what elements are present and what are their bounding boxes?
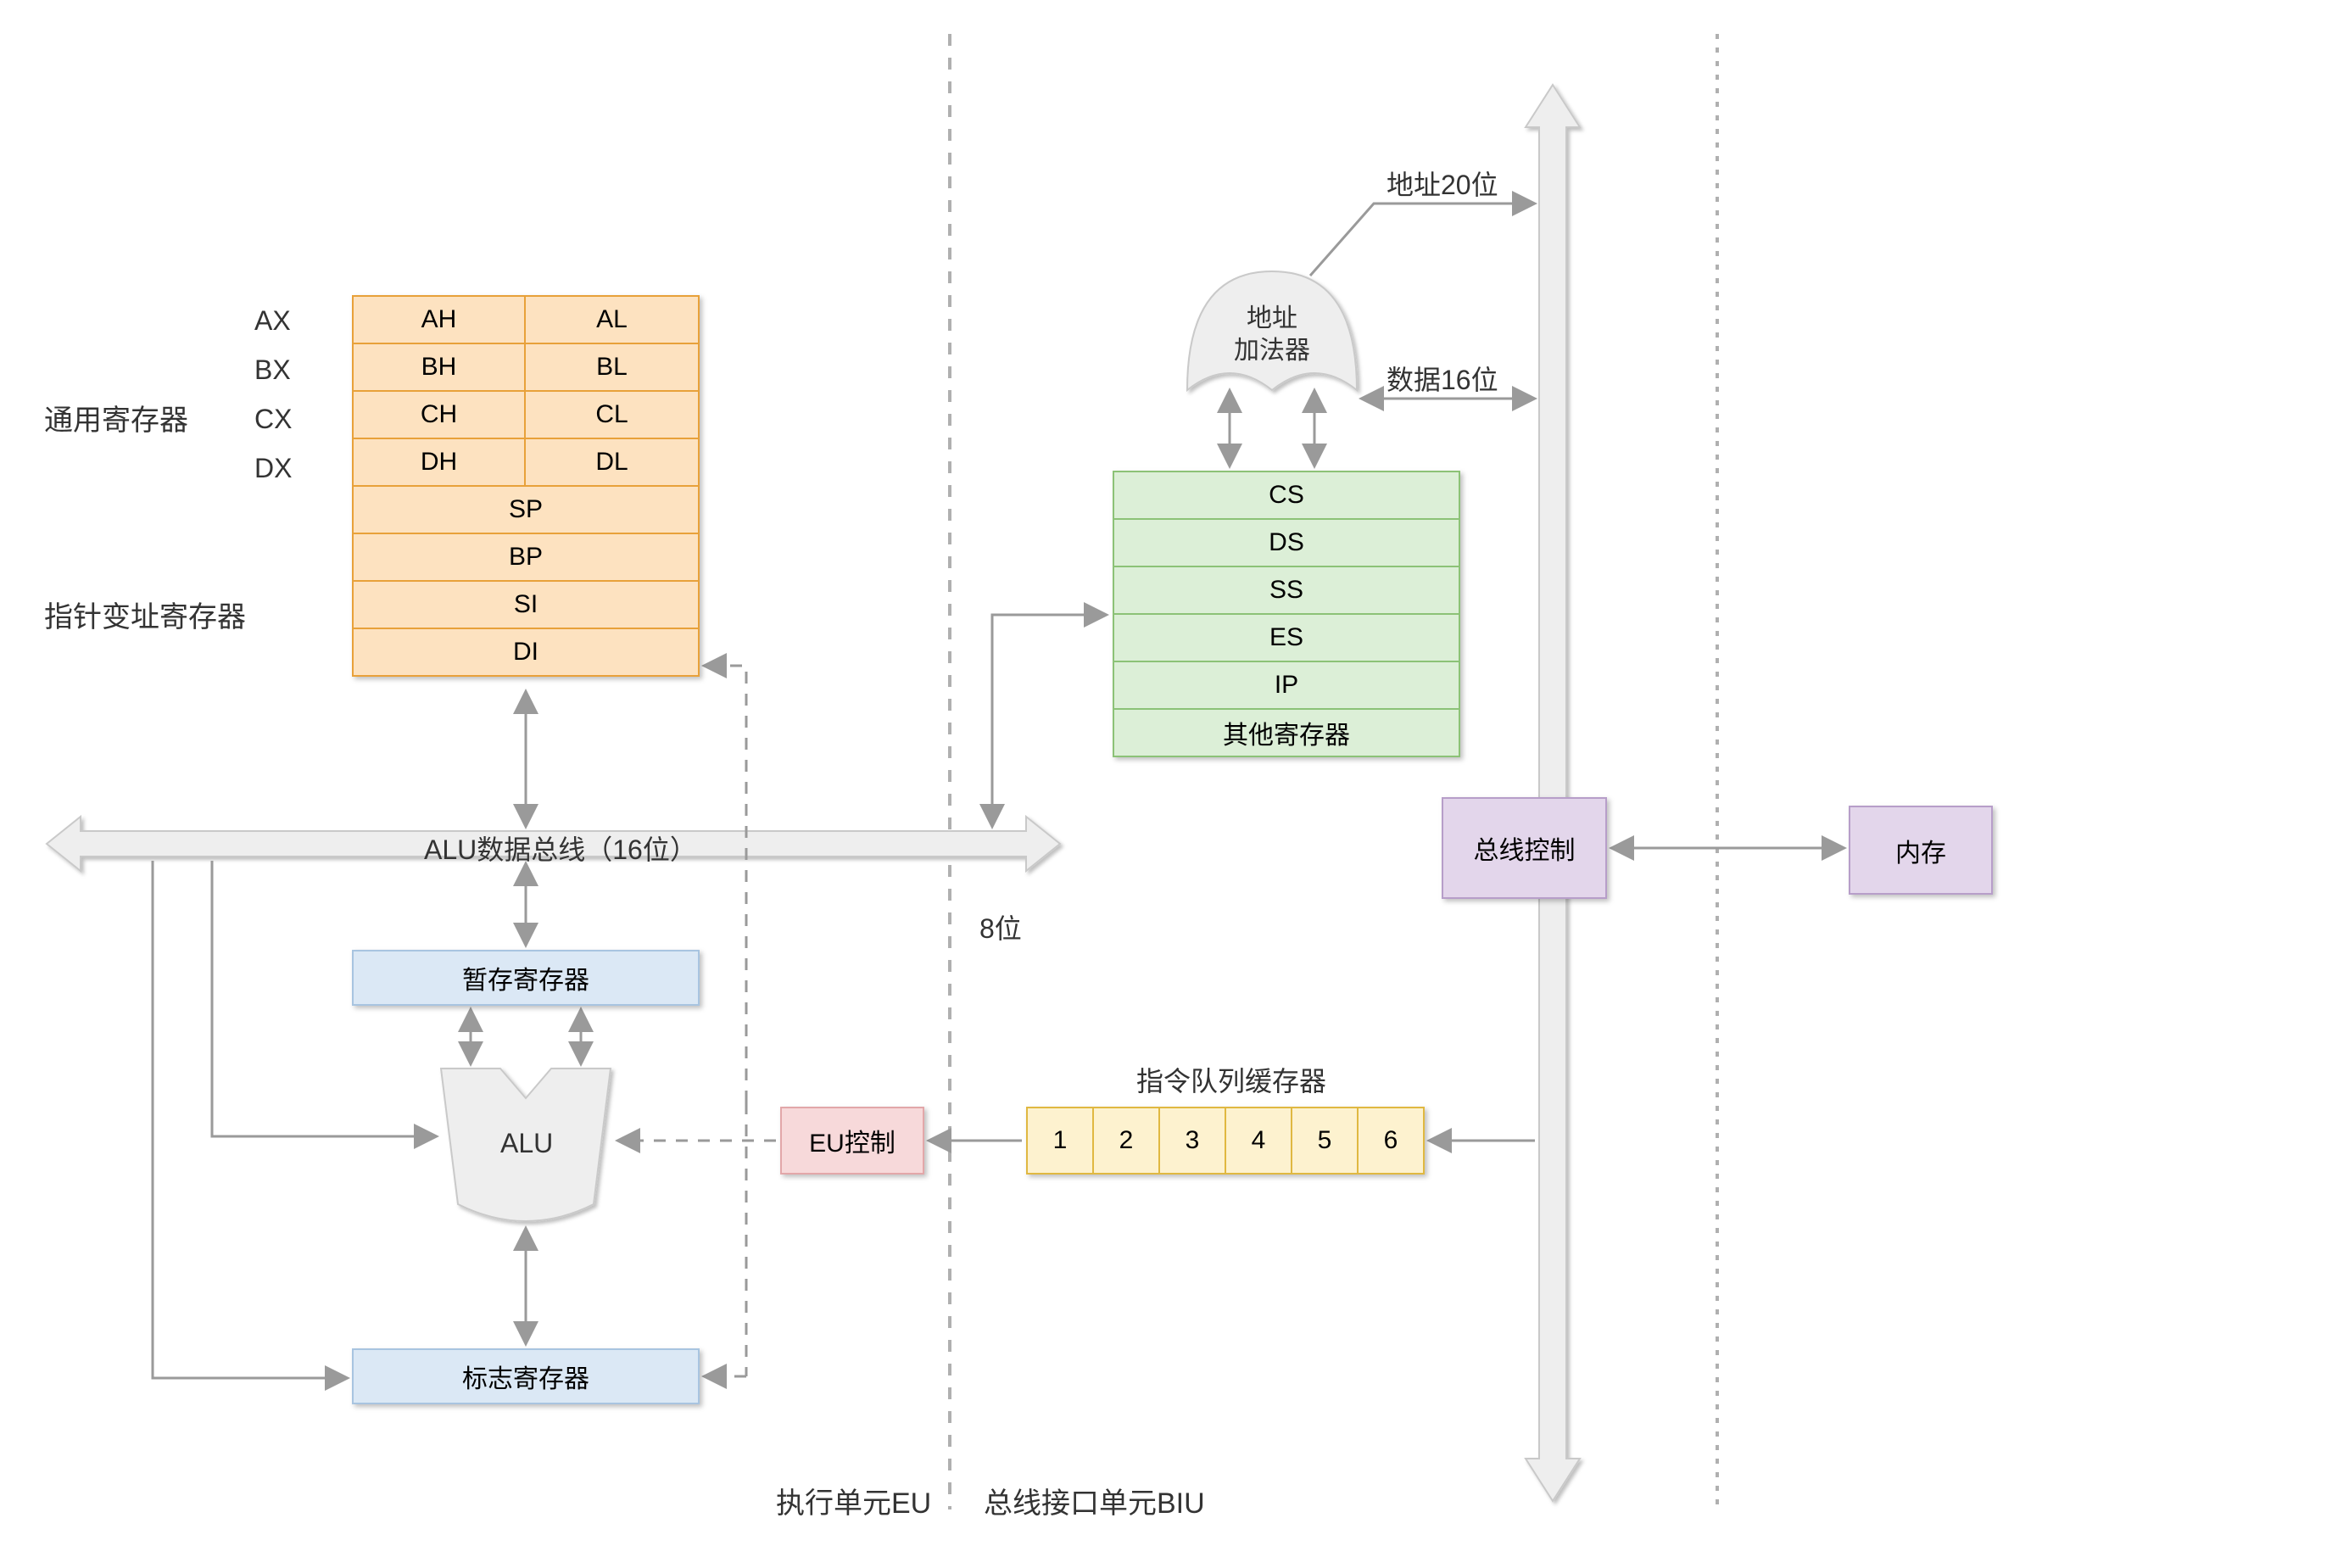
cell-bp: BP: [352, 533, 700, 582]
cell-es: ES: [1113, 613, 1460, 662]
cell-ds: DS: [1113, 518, 1460, 567]
memory-block: 内存: [1849, 806, 1993, 895]
label-data16: 数据16位: [1387, 359, 1498, 398]
queue-4: 4: [1225, 1107, 1292, 1175]
cell-bh: BH: [352, 343, 526, 392]
label-dx: DX: [254, 453, 292, 484]
cell-al: AL: [524, 295, 700, 344]
cell-other-reg: 其他寄存器: [1113, 708, 1460, 757]
bus-control: 总线控制: [1442, 797, 1607, 899]
label-ax: AX: [254, 305, 291, 337]
eu-control: EU控制: [780, 1107, 924, 1175]
cell-cl: CL: [524, 390, 700, 439]
cell-si: SI: [352, 580, 700, 629]
queue-1: 1: [1026, 1107, 1094, 1175]
label-pointer-registers: 指针变址寄存器: [44, 594, 246, 635]
cell-di: DI: [352, 628, 700, 677]
cell-ah: AH: [352, 295, 526, 344]
label-bx: BX: [254, 354, 291, 386]
label-cx: CX: [254, 404, 292, 435]
queue-5: 5: [1291, 1107, 1359, 1175]
cell-dh: DH: [352, 438, 526, 487]
cell-bl: BL: [524, 343, 700, 392]
queue-3: 3: [1158, 1107, 1226, 1175]
cell-ss: SS: [1113, 566, 1460, 615]
label-general-registers: 通用寄存器: [44, 397, 188, 438]
cell-ip: IP: [1113, 661, 1460, 710]
cell-dl: DL: [524, 438, 700, 487]
label-8bit: 8位: [979, 907, 1022, 946]
queue-6: 6: [1357, 1107, 1425, 1175]
cell-cs: CS: [1113, 471, 1460, 520]
temp-register: 暂存寄存器: [352, 950, 700, 1006]
queue-2: 2: [1092, 1107, 1160, 1175]
label-addr20: 地址20位: [1387, 164, 1498, 203]
cell-sp: SP: [352, 485, 700, 534]
cell-ch: CH: [352, 390, 526, 439]
flag-register: 标志寄存器: [352, 1348, 700, 1404]
label-alu-bus: ALU数据总线（16位）: [424, 829, 697, 868]
label-alu: ALU: [500, 1128, 553, 1159]
label-eu-section: 执行单元EU: [776, 1480, 931, 1521]
label-inst-queue: 指令队列缓存器: [1136, 1060, 1326, 1099]
label-addr-adder-2: 加法器: [1234, 329, 1310, 366]
diagram-svg: [0, 0, 2349, 1568]
label-biu-section: 总线接口单元BIU: [984, 1480, 1205, 1521]
